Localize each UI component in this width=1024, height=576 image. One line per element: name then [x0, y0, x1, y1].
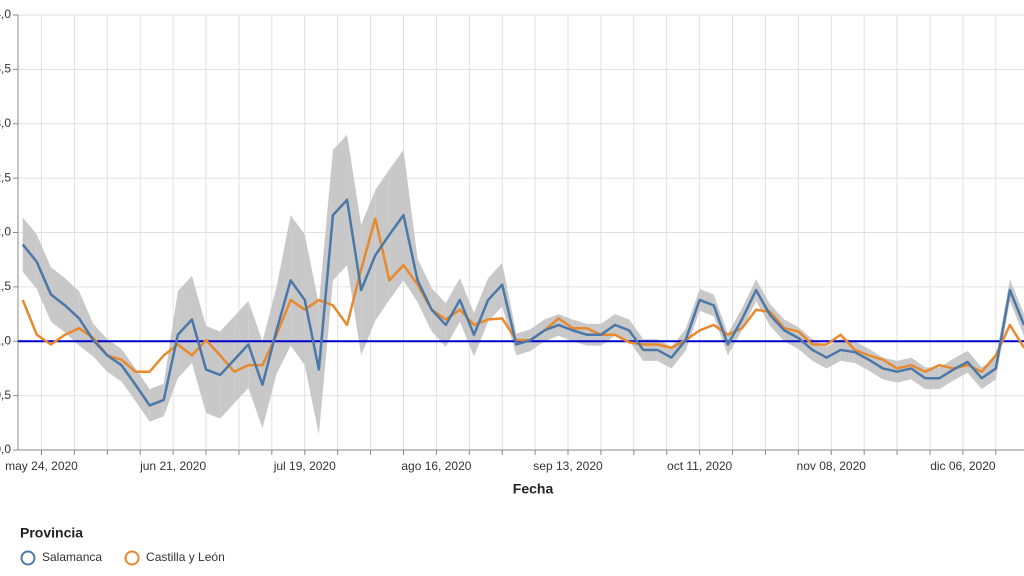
y-tick-label: 3,5: [0, 62, 11, 76]
x-axis-title: Fecha: [513, 481, 554, 497]
x-tick-label: oct 11, 2020: [667, 459, 732, 473]
confidence-band: [276, 215, 291, 374]
y-tick-label: 2,5: [0, 170, 11, 184]
y-tick-label: 1,5: [0, 279, 11, 293]
x-tick-label: ago 16, 2020: [401, 459, 471, 473]
y-tick-label: 3,0: [0, 116, 11, 130]
legend-label: Castilla y León: [146, 550, 225, 564]
x-tick-label: dic 06, 2020: [930, 459, 996, 473]
x-tick-label: sep 13, 2020: [533, 459, 603, 473]
x-tick-label: nov 08, 2020: [797, 459, 867, 473]
y-tick-label: 1,0: [0, 333, 11, 347]
legend-symbol: [20, 550, 36, 566]
series-line: [21, 217, 1024, 373]
confidence-band: [79, 291, 94, 357]
legend-label: Salamanca: [42, 550, 102, 564]
series-line: [21, 198, 1024, 407]
y-tick-label: 2,0: [0, 225, 11, 239]
x-tick-label: jun 21, 2020: [139, 459, 206, 473]
y-tick-label: 0,0: [0, 442, 11, 456]
legend-symbol: [124, 550, 140, 566]
y-tick-label: 4,0: [0, 7, 11, 21]
y-tick-label: 0,5: [0, 388, 11, 402]
x-tick-label: may 24, 2020: [5, 459, 78, 473]
legend-title: Provincia: [20, 525, 83, 541]
x-tick-label: jul 19, 2020: [273, 459, 336, 473]
